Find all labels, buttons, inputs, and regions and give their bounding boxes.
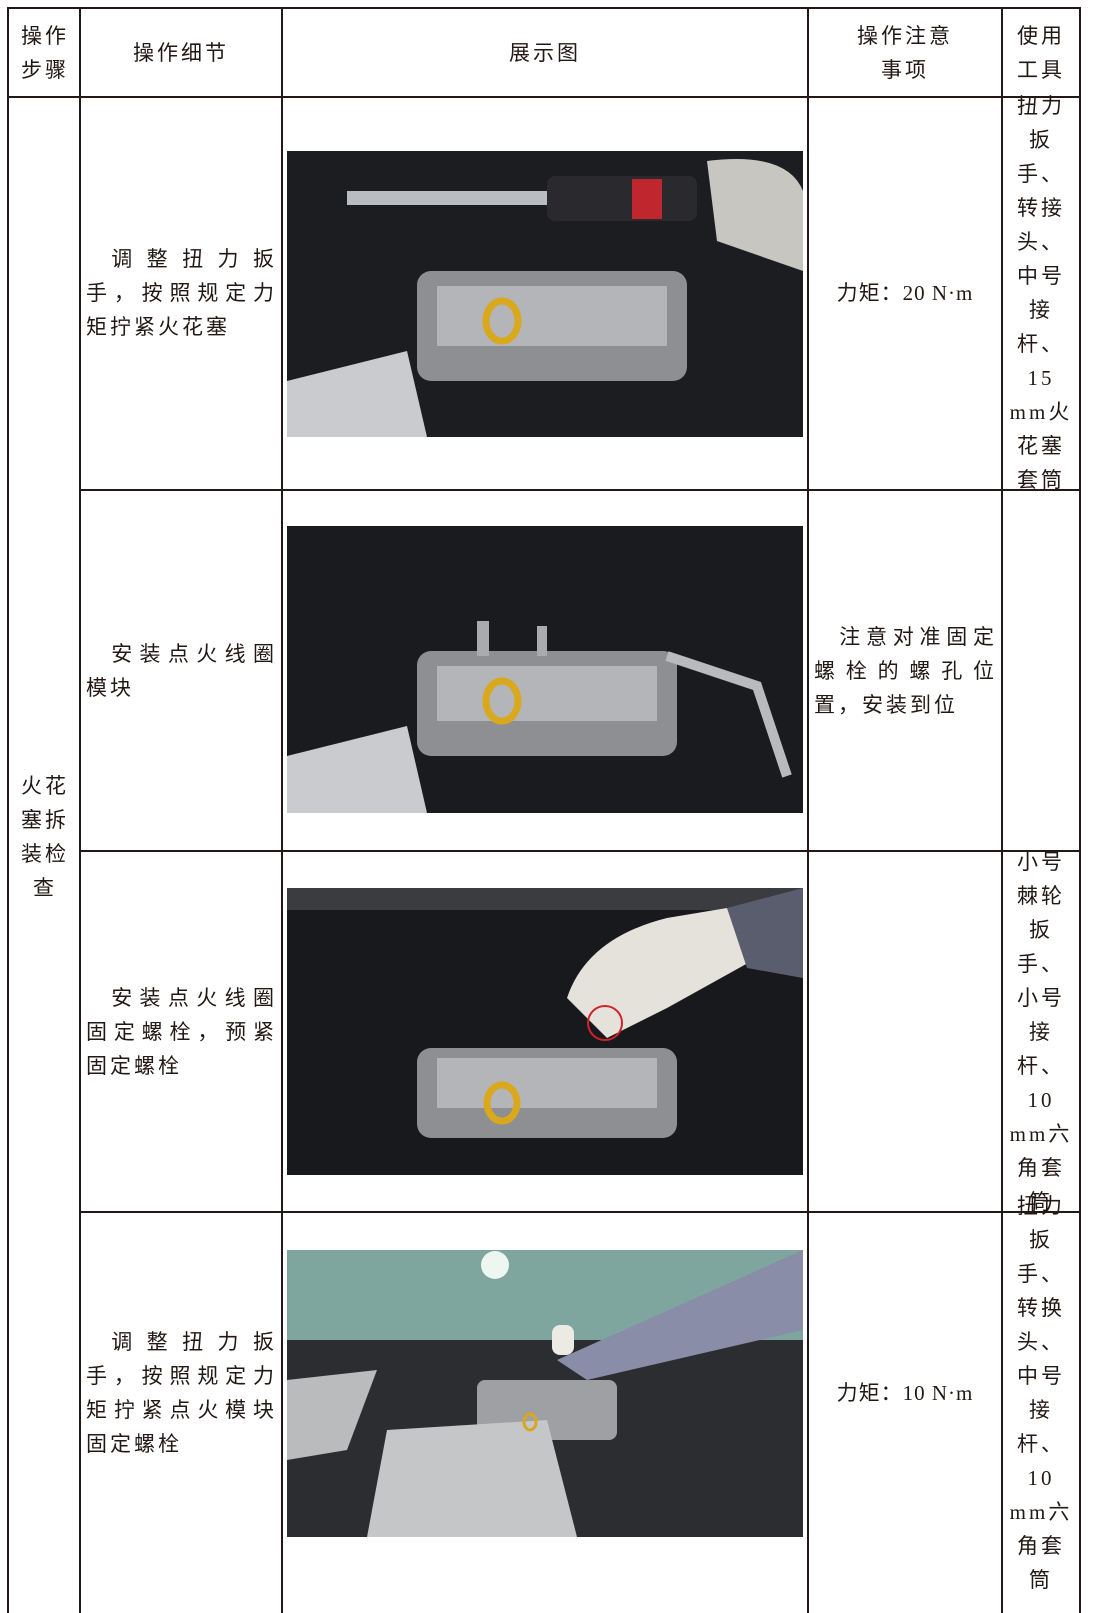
border bbox=[8, 7, 1081, 9]
border bbox=[807, 7, 809, 1613]
notes-cell: 注意对准固定螺栓的螺孔位置，安装到位 bbox=[814, 624, 997, 717]
notes-cell: 力矩：10 N·m bbox=[836, 1381, 974, 1405]
detail-cell: 调整扭力扳手，按照规定力矩拧紧火花塞 bbox=[86, 247, 277, 339]
header-cell: 展示图 bbox=[509, 41, 581, 65]
detail-cell: 调整扭力扳手，按照规定力矩拧紧点火模块固定螺栓 bbox=[86, 1330, 277, 1456]
photo bbox=[287, 151, 803, 437]
header-cell: 操作细节 bbox=[133, 41, 229, 65]
detail-cell: 安装点火线圈固定螺栓，预紧固定螺栓 bbox=[86, 985, 277, 1078]
photo bbox=[287, 1250, 803, 1537]
step-cell: 火花塞拆装检查 bbox=[21, 774, 69, 900]
border bbox=[1079, 7, 1081, 1613]
border bbox=[80, 489, 1081, 491]
border bbox=[80, 850, 1081, 852]
header-cell: 操作步骤 bbox=[21, 24, 69, 82]
photo bbox=[287, 888, 803, 1175]
tools-cell: 扭力扳手、转换头、中号接杆、10 mm六角套筒 bbox=[1009, 1194, 1073, 1592]
border bbox=[7, 7, 9, 1613]
detail-cell: 安装点火线圈模块 bbox=[86, 641, 277, 700]
tools-cell: 扭力扳手、转接头、中号接杆、15 mm火花塞套筒 bbox=[1009, 94, 1073, 492]
notes-cell: 力矩：20 N·m bbox=[836, 281, 974, 305]
border bbox=[281, 7, 283, 1613]
tools-cell: 小号棘轮扳手、小号接杆、10 mm六角套筒 bbox=[1009, 849, 1073, 1214]
border bbox=[79, 7, 81, 1613]
header-cell: 使用工具 bbox=[1017, 24, 1065, 82]
border bbox=[80, 1211, 1081, 1213]
border bbox=[8, 96, 1081, 98]
photo bbox=[287, 526, 803, 813]
border bbox=[1001, 7, 1003, 1613]
header-cell: 操作注意事项 bbox=[857, 24, 953, 82]
